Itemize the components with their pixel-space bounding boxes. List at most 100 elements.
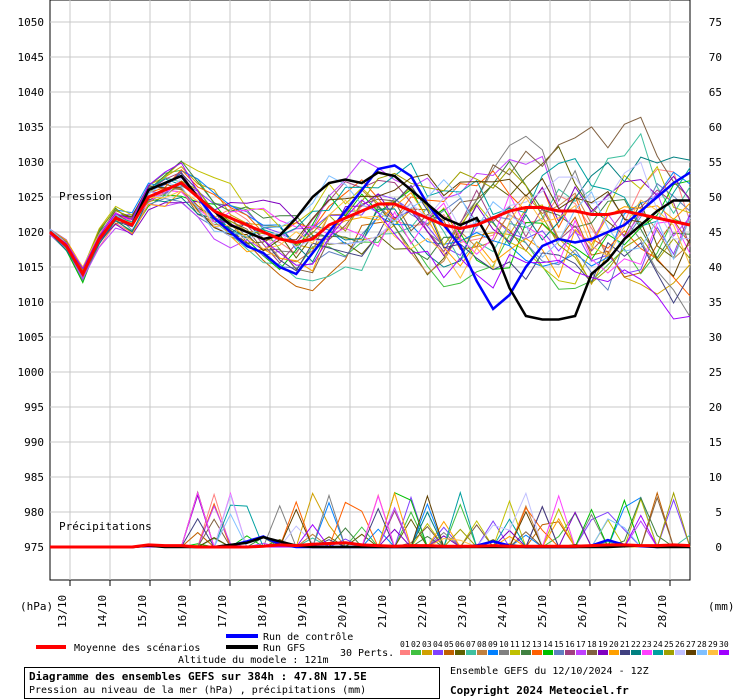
footer-title-box: Diagramme des ensembles GEFS sur 384h : … <box>24 667 440 699</box>
member-color-swatch <box>422 650 432 655</box>
x-tick-label: 26/10 <box>576 595 589 628</box>
member-number-label: 13 <box>532 640 542 649</box>
member-color-swatch <box>697 650 707 655</box>
legend-control-label: Run de contrôle <box>263 631 353 643</box>
left-tick-label: 995 <box>24 401 44 414</box>
copyright: Copyright 2024 Meteociel.fr <box>450 684 629 697</box>
right-tick-label: 45 <box>709 226 722 239</box>
member-number-label: 30 <box>719 640 729 649</box>
x-tick-label: 14/10 <box>96 595 109 628</box>
member-color-swatch <box>653 650 663 655</box>
mean-precip-line <box>50 541 691 549</box>
left-tick-label: 975 <box>24 541 44 554</box>
right-tick-label: 25 <box>709 366 722 379</box>
mean-pressure-line <box>49 181 691 278</box>
left-tick-label: 1005 <box>18 331 45 344</box>
member-number-label: 07 <box>466 640 476 649</box>
right-axis-unit: (mm) <box>708 600 735 613</box>
left-tick-label: 1000 <box>18 366 45 379</box>
member-color-swatch <box>543 650 553 655</box>
member-number-label: 15 <box>554 640 564 649</box>
member-color-swatch <box>675 650 685 655</box>
left-tick-label: 1040 <box>18 86 45 99</box>
x-tick-label: 19/10 <box>296 595 309 628</box>
member-color-swatch <box>510 650 520 655</box>
right-tick-label: 75 <box>709 16 722 29</box>
right-tick-label: 10 <box>709 471 722 484</box>
right-tick-label: 65 <box>709 86 722 99</box>
pressure-section-label: Pression <box>59 190 112 203</box>
gfs-pressure-line <box>49 171 690 321</box>
x-tick-label: 17/10 <box>216 595 229 628</box>
member-number-label: 27 <box>686 640 696 649</box>
member-number-label: 14 <box>543 640 553 649</box>
x-tick-label: 21/10 <box>376 595 389 628</box>
ensemble-member-pressure-line <box>49 190 691 279</box>
member-number-label: 18 <box>587 640 597 649</box>
member-number-label: 02 <box>411 640 421 649</box>
member-color-swatch <box>631 650 641 655</box>
member-number-label: 20 <box>609 640 619 649</box>
member-number-label: 12 <box>521 640 531 649</box>
member-color-swatch <box>477 650 487 655</box>
right-tick-label: 50 <box>709 191 722 204</box>
member-color-swatch <box>620 650 630 655</box>
member-number-label: 04 <box>433 640 443 649</box>
left-tick-label: 1010 <box>18 296 45 309</box>
member-color-swatch <box>708 650 718 655</box>
left-tick-label: 1015 <box>18 261 45 274</box>
member-number-label: 22 <box>631 640 641 649</box>
x-tick-label: 24/10 <box>496 595 509 628</box>
member-color-swatch <box>554 650 564 655</box>
left-axis-unit: (hPa) <box>20 600 53 613</box>
x-tick-label: 18/10 <box>256 595 269 628</box>
legend-gfs-label: Run GFS <box>263 643 305 654</box>
member-color-swatch <box>400 650 410 655</box>
member-number-label: 16 <box>565 640 575 649</box>
member-color-swatch <box>521 650 531 655</box>
ensemble-member-pressure-line <box>49 182 691 292</box>
x-tick-label: 20/10 <box>336 595 349 628</box>
member-number-label: 26 <box>675 640 685 649</box>
member-number-label: 25 <box>664 640 674 649</box>
ensemble-member-pressure-line <box>49 158 691 278</box>
ensemble-member-pressure-line <box>49 161 691 275</box>
right-tick-label: 5 <box>715 506 722 519</box>
ensemble-member-pressure-line <box>49 169 691 290</box>
left-tick-label: 1030 <box>18 156 45 169</box>
footer-subtitle: Pression au niveau de la mer (hPa) , pré… <box>29 685 367 696</box>
precip-section-label: Précipitations <box>59 520 152 533</box>
main-runs <box>49 164 691 549</box>
left-tick-label: 985 <box>24 471 44 484</box>
x-tick-label: 16/10 <box>176 595 189 628</box>
right-tick-label: 15 <box>709 436 722 449</box>
member-color-swatch <box>609 650 619 655</box>
member-number-label: 08 <box>477 640 487 649</box>
left-tick-label: 990 <box>24 436 44 449</box>
member-color-swatch <box>642 650 652 655</box>
member-color-swatch <box>587 650 597 655</box>
member-number-label: 28 <box>697 640 707 649</box>
member-color-swatch <box>565 650 575 655</box>
left-tick-label: 1025 <box>18 191 45 204</box>
member-color-swatch <box>598 650 608 655</box>
member-number-label: 10 <box>499 640 509 649</box>
member-color-swatch <box>576 650 586 655</box>
member-color-swatch <box>466 650 476 655</box>
model-altitude: Altitude du modele : 121m <box>178 655 329 666</box>
left-axis-ticks: 1050 1045 1040 1035 1030 1025 1020 1015 1010 1005… <box>18 16 45 554</box>
member-legend: 01 02 03 04 05 06 07 08 09 10 11 12 13 14 15 16 17 18 19 20… <box>400 640 729 655</box>
ensemble-member-pressure-line <box>49 167 691 284</box>
member-number-label: 24 <box>653 640 663 649</box>
member-color-swatch <box>433 650 443 655</box>
ensemble-member-pressure-line <box>49 175 691 271</box>
right-tick-label: 40 <box>709 261 722 274</box>
x-tick-label: 13/10 <box>56 595 69 628</box>
ensemble-member-pressure-line <box>49 156 691 276</box>
member-number-label: 09 <box>488 640 498 649</box>
right-tick-label: 0 <box>715 541 722 554</box>
right-tick-label: 35 <box>709 296 722 309</box>
left-tick-label: 1050 <box>18 16 45 29</box>
member-number-label: 19 <box>598 640 608 649</box>
